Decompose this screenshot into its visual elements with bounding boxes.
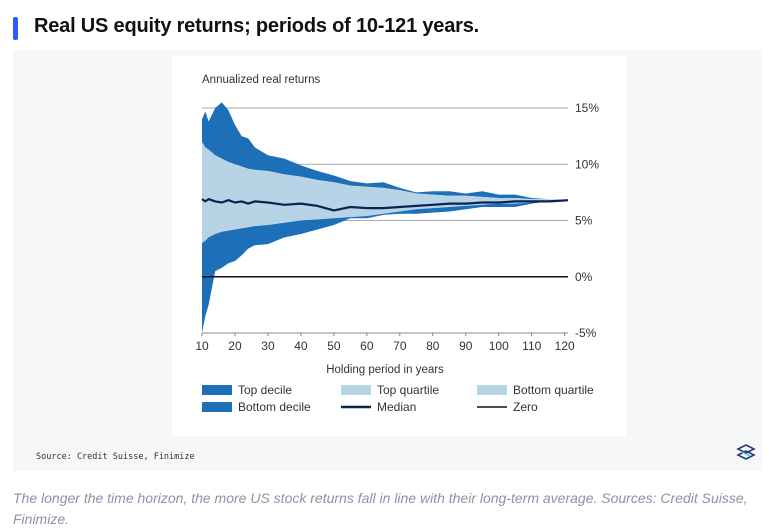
y-tick-label: 15% (575, 101, 599, 115)
axes: 10 20 30 40 50 60 70 80 90 100 110 120 15% 10% 5% 0% -5% (195, 101, 599, 353)
figure-caption: The longer the time horizon, the more US… (13, 490, 748, 527)
bottom-quartile-band (202, 199, 568, 243)
x-tick-label: 100 (489, 339, 509, 353)
x-axis-label: Holding period in years (326, 364, 444, 376)
page-title: Real US equity returns; periods of 10-12… (34, 15, 480, 37)
heading-accent-bar (13, 17, 18, 40)
area-bands (202, 102, 568, 333)
series-lines (201, 198, 569, 278)
x-tick-label: 110 (522, 339, 541, 353)
source-note: Source: Credit Suisse, Finimize (36, 452, 195, 462)
legend-label: Bottom decile (238, 400, 311, 414)
x-tick-label: 30 (261, 339, 275, 353)
finimize-logo-icon (736, 444, 756, 460)
bottom-decile-band (202, 201, 568, 333)
x-tick-label: 80 (426, 339, 440, 353)
top-quartile-band (202, 141, 568, 211)
y-tick-label: 5% (575, 214, 593, 228)
x-tick-label: 70 (393, 339, 407, 353)
x-tick-label: 20 (228, 339, 242, 353)
x-tick-label: 10 (195, 339, 209, 353)
legend-swatch (477, 385, 507, 395)
median-line (201, 198, 569, 212)
y-tick-label: -5% (575, 326, 597, 340)
legend-label: Top decile (238, 383, 292, 397)
legend-swatch (202, 402, 232, 412)
chart-title: Annualized real returns (202, 74, 321, 86)
x-tick-label: 50 (327, 339, 341, 353)
legend-label: Median (377, 400, 416, 414)
chart-card: 10 20 30 40 50 60 70 80 90 100 110 120 15% 10% 5% 0% -5%… (172, 55, 626, 436)
x-tick-label: 120 (555, 339, 575, 353)
x-tick-label: 40 (294, 339, 308, 353)
legend-swatch (202, 385, 232, 395)
y-tick-label: 10% (575, 157, 599, 171)
x-tick-label: 60 (360, 339, 374, 353)
x-tick-label: 90 (459, 339, 473, 353)
legend-label: Top quartile (377, 383, 439, 397)
legend: Top decile Top quartile Bottom quartile Bot… (202, 383, 594, 414)
legend-label: Bottom quartile (513, 383, 594, 397)
legend-label: Zero (513, 400, 538, 414)
chart: 10 20 30 40 50 60 70 80 90 100 110 120 15% 10% 5% 0% -5%… (195, 74, 599, 414)
legend-swatch (341, 385, 371, 395)
y-tick-label: 0% (575, 270, 593, 284)
